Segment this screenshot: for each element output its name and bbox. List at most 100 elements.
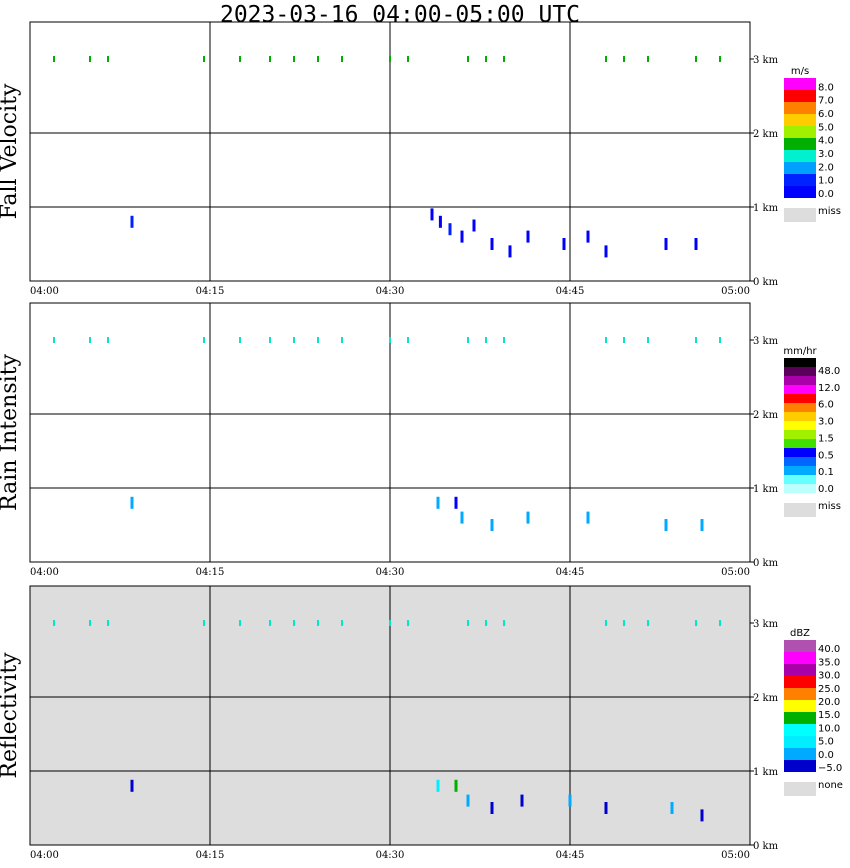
rain-intensity-x-tick-label-0445: 04:45 [556,567,585,578]
fall-velocity-cloud-top-mark [719,56,721,62]
fall-velocity-cloud-top-mark [467,56,469,62]
reflectivity-legend-swatch [784,688,816,700]
rain-intensity-cloud-top-mark [89,337,91,343]
reflectivity-data-cell [700,809,704,822]
reflectivity-cloud-top-mark [89,620,91,626]
reflectivity-cloud-top-mark [695,620,697,626]
fall-velocity-legend-swatch [784,126,816,138]
reflectivity-legend-swatch [784,700,816,712]
reflectivity-cloud-top-mark [503,620,505,626]
rain-intensity-data-cell [436,496,440,509]
reflectivity-data-cell [466,794,470,807]
rain-intensity-y-tick-label-3km: 3 km [753,336,779,347]
fall-velocity-data-cell [562,238,566,250]
reflectivity-cloud-top-mark [389,620,391,626]
reflectivity-legend-swatch [784,724,816,736]
rain-intensity-legend-swatch [784,394,816,403]
reflectivity-legend-swatch [784,748,816,760]
fall-velocity-legend-label: 4.0 [818,136,834,147]
fall-velocity-cloud-top-mark [485,56,487,62]
reflectivity-legend-label: 15.0 [818,710,840,721]
reflectivity-cloud-top-mark [269,620,271,626]
reflectivity-legend-label: 30.0 [818,671,840,682]
fall-velocity-legend-label: 0.0 [818,189,834,200]
reflectivity-cloud-top-mark [605,620,607,626]
fall-velocity-legend-label: 2.0 [818,162,834,173]
fall-velocity-data-cell [586,230,590,243]
reflectivity-cloud-top-mark [239,620,241,626]
rain-intensity-legend-swatch [784,448,816,457]
reflectivity-legend-label: 10.0 [818,723,840,734]
reflectivity-cloud-top-mark [53,620,55,626]
fall-velocity-legend-label: 1.0 [818,176,834,187]
reflectivity-legend-swatch [784,736,816,748]
rain-intensity-legend-swatch [784,358,816,367]
fall-velocity-cloud-top-mark [53,56,55,62]
fall-velocity-cloud-top-mark [107,56,109,62]
rain-intensity-legend-label: 3.0 [818,417,834,428]
fall-velocity-legend-swatch [784,114,816,126]
fall-velocity-cloud-top-mark [407,56,409,62]
fall-velocity-cloud-top-mark [293,56,295,62]
fall-velocity-data-cell [526,230,530,243]
fall-velocity-cloud-top-mark [695,56,697,62]
reflectivity-legend-label: 20.0 [818,697,840,708]
rain-intensity-cloud-top-mark [317,337,319,343]
rain-intensity-x-tick-label-0500: 05:00 [721,567,750,578]
fall-velocity-y-tick-label-1km: 1 km [753,203,779,214]
fall-velocity-data-cell [448,223,452,236]
rain-intensity-legend-swatch [784,385,816,394]
fall-velocity-legend-missing-swatch [784,208,816,222]
fall-velocity-cloud-top-mark [203,56,205,62]
reflectivity-cloud-top-mark [407,620,409,626]
fall-velocity-legend-swatch [784,78,816,90]
rain-intensity-legend-label: 12.0 [818,383,840,394]
fall-velocity-legend-swatch [784,150,816,162]
rain-intensity-data-cell [526,511,530,524]
fall-velocity-legend-swatch [784,138,816,150]
reflectivity-data-cell [568,794,572,807]
rain-intensity-legend-swatch [784,403,816,412]
fall-velocity-legend-unit: m/s [791,66,809,77]
reflectivity-data-cell [436,779,440,792]
rain-intensity-legend-swatch [784,466,816,475]
rain-intensity-legend-swatch [784,457,816,466]
rain-intensity-data-cell [130,496,134,509]
fall-velocity-cloud-top-mark [341,56,343,62]
reflectivity-cloud-top-mark [317,620,319,626]
reflectivity-data-cell [604,802,608,814]
fall-velocity-panel-label: Fall Velocity [0,83,22,219]
rain-intensity-cloud-top-mark [269,337,271,343]
rain-intensity-legend-label: 0.5 [818,450,834,461]
fall-velocity-y-tick-label-2km: 2 km [753,129,779,140]
rain-intensity-cloud-top-mark [389,337,391,343]
reflectivity-legend-label: −5.0 [818,763,842,774]
reflectivity-legend-swatch [784,640,816,652]
reflectivity-x-tick-label-0400: 04:00 [30,850,59,861]
fall-velocity-cloud-top-mark [647,56,649,62]
reflectivity-data-cell [130,779,134,792]
rain-intensity-legend-label: 0.0 [818,484,834,495]
rain-intensity-x-tick-label-0430: 04:30 [376,567,405,578]
rain-intensity-cloud-top-mark [239,337,241,343]
fall-velocity-legend-swatch [784,186,816,198]
fall-velocity-cloud-top-mark [239,56,241,62]
rain-intensity-legend-swatch [784,376,816,385]
fall-velocity-cloud-top-mark [389,56,391,62]
fall-velocity-legend-swatch [784,174,816,186]
fall-velocity-cloud-top-mark [269,56,271,62]
reflectivity-y-tick-label-2km: 2 km [753,693,779,704]
reflectivity-legend-label: 40.0 [818,644,840,655]
fall-velocity-data-cell [508,245,512,258]
rain-intensity-cloud-top-mark [203,337,205,343]
reflectivity-x-tick-label-0415: 04:15 [196,850,225,861]
reflectivity-legend-label: 35.0 [818,657,840,668]
rain-intensity-data-cell [700,519,704,531]
fall-velocity-cloud-top-mark [605,56,607,62]
fall-velocity-legend-label: 3.0 [818,149,834,160]
reflectivity-data-cell [670,802,674,814]
rain-intensity-cloud-top-mark [407,337,409,343]
rain-intensity-legend-label: 48.0 [818,366,840,377]
fall-velocity-data-cell [664,238,668,250]
